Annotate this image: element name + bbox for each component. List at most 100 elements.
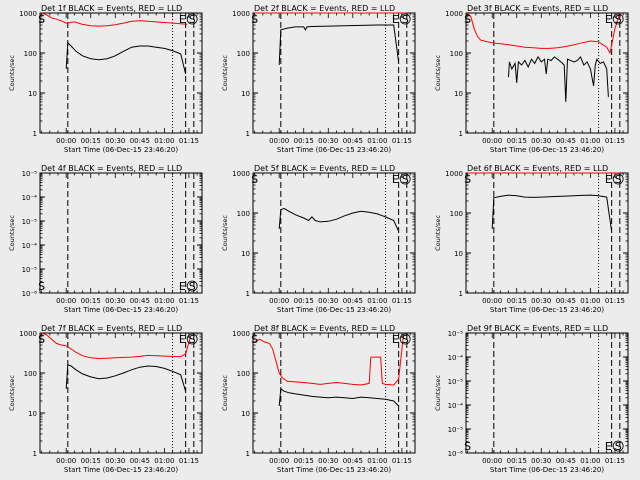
x-tick-label: 00:00 (482, 297, 502, 305)
y-tick-label: 100 (237, 210, 250, 218)
y-tick-label: 10 (241, 90, 250, 98)
y-tick-label: 10 (454, 90, 463, 98)
series-black-line (65, 364, 187, 392)
y-tick-label: 100 (24, 50, 37, 58)
marker-circle (612, 173, 624, 185)
y-axis-label: Counts/sec (221, 215, 229, 251)
x-tick-label: 01:15 (179, 297, 199, 305)
y-tick-label: 1000 (232, 10, 250, 18)
panel-det-7f: Det 7f BLACK = Events, RED = LLD 1 10 100 10… (8, 324, 203, 474)
x-tick-label: 01:15 (179, 137, 199, 145)
x-tick-label: 00:30 (531, 137, 551, 145)
x-tick-label: 01:15 (605, 297, 625, 305)
panel-title: Det 1f BLACK = Events, RED = LLD (41, 4, 182, 13)
x-tick-label: 00:00 (269, 457, 289, 465)
marker-circle (186, 280, 198, 292)
y-tick-label: 100 (24, 370, 37, 378)
y-tick-label: 10⁻⁶ (448, 450, 464, 458)
x-axis-label: Start Time (06-Dec-15 23:46:20) (277, 466, 391, 474)
marker-label-e: E (605, 13, 612, 26)
y-tick-label: 10⁻⁵ (22, 170, 38, 178)
plot-frame (39, 332, 203, 454)
panel-title: Det 8f BLACK = Events, RED = LLD (254, 324, 395, 333)
marker-label-e: E (179, 13, 186, 26)
y-tick-label: 10⁻⁵ (448, 426, 464, 434)
x-tick-label: 00:00 (56, 137, 76, 145)
marker-label-s: S (38, 13, 45, 26)
y-tick-label: 1000 (19, 10, 37, 18)
marker-label-e: E (179, 333, 186, 346)
panel-det-1f: Det 1f BLACK = Events, RED = LLD 1 10 100 10… (8, 4, 203, 154)
x-tick-label: 00:00 (56, 297, 76, 305)
x-tick-label: 00:30 (318, 457, 338, 465)
x-tick-label: 01:15 (605, 457, 625, 465)
x-tick-label: 00:45 (343, 297, 363, 305)
series-black-line (65, 41, 187, 75)
x-axis-label: Start Time (06-Dec-15 23:46:20) (490, 146, 604, 154)
marker-label-s: S (464, 440, 471, 453)
marker-label-e: E (392, 13, 399, 26)
x-axis-label: Start Time (06-Dec-15 23:46:20) (64, 466, 178, 474)
y-tick-label: 1 (246, 450, 250, 458)
x-tick-label: 01:00 (154, 297, 174, 305)
y-tick-label: 100 (450, 50, 463, 58)
y-tick-label: 10 (454, 250, 463, 258)
y-tick-label: 10⁻⁴ (22, 242, 38, 250)
x-tick-label: 00:15 (81, 297, 101, 305)
x-tick-label: 00:45 (343, 457, 363, 465)
y-tick-label: 100 (237, 370, 250, 378)
y-tick-label: 100 (237, 50, 250, 58)
plot-frame (465, 12, 629, 134)
y-tick-label: 10 (28, 410, 37, 418)
marker-label-s: S (189, 333, 196, 346)
x-tick-label: 00:00 (482, 457, 502, 465)
y-tick-label: 10⁻⁵ (22, 266, 38, 274)
x-tick-label: 00:00 (269, 297, 289, 305)
x-tick-label: 00:45 (556, 137, 576, 145)
x-tick-label: 01:00 (367, 137, 387, 145)
x-tick-label: 01:15 (392, 297, 412, 305)
x-axis-label: Start Time (06-Dec-15 23:46:20) (277, 146, 391, 154)
y-tick-label: 1 (459, 130, 463, 138)
y-axis-label: Counts/sec (434, 215, 442, 251)
x-tick-label: 00:30 (531, 457, 551, 465)
x-tick-label: 01:15 (605, 137, 625, 145)
panel-det-5f: Det 5f BLACK = Events, RED = LLD 1 10 100 10… (221, 164, 416, 314)
plot-frame (39, 172, 203, 294)
series-red-line (467, 12, 621, 55)
marker-label-e: E (392, 173, 399, 186)
marker-label-s: S (189, 280, 196, 293)
series-black-line (508, 55, 609, 102)
x-tick-label: 00:30 (531, 297, 551, 305)
x-axis-label: Start Time (06-Dec-15 23:46:20) (64, 306, 178, 314)
plot-frame (252, 332, 416, 454)
x-tick-label: 00:30 (105, 137, 125, 145)
x-axis-label: Start Time (06-Dec-15 23:46:20) (277, 306, 391, 314)
y-tick-label: 10⁻⁵ (448, 378, 464, 386)
marker-label-s: S (38, 333, 45, 346)
plot-frame (252, 172, 416, 294)
series-black-line (278, 387, 399, 407)
panel-det-2f: Det 2f BLACK = Events, RED = LLD 1 10 100 10… (221, 4, 416, 154)
x-tick-label: 00:00 (482, 137, 502, 145)
y-tick-label: 1 (33, 130, 37, 138)
y-axis-label: Counts/sec (8, 215, 16, 251)
marker-label-e: E (179, 280, 186, 293)
y-tick-label: 1 (459, 290, 463, 298)
x-tick-label: 00:15 (81, 457, 101, 465)
marker-label-s: S (38, 280, 45, 293)
x-tick-label: 01:00 (154, 457, 174, 465)
x-tick-label: 00:00 (269, 137, 289, 145)
panel-title: Det 4f BLACK = Events, RED = LLD (41, 164, 182, 173)
y-axis-label: Counts/sec (221, 55, 229, 91)
x-tick-label: 01:15 (392, 137, 412, 145)
panel-title: Det 7f BLACK = Events, RED = LLD (41, 324, 182, 333)
y-axis-label: Counts/sec (8, 55, 16, 91)
plot-frame (465, 172, 629, 294)
panel-det-6f: Det 6f BLACK = Events, RED = LLD 1 10 100 10… (434, 164, 629, 314)
y-tick-label: 1000 (445, 10, 463, 18)
y-tick-label: 1000 (445, 170, 463, 178)
x-tick-label: 00:15 (81, 137, 101, 145)
marker-circle (399, 333, 411, 345)
